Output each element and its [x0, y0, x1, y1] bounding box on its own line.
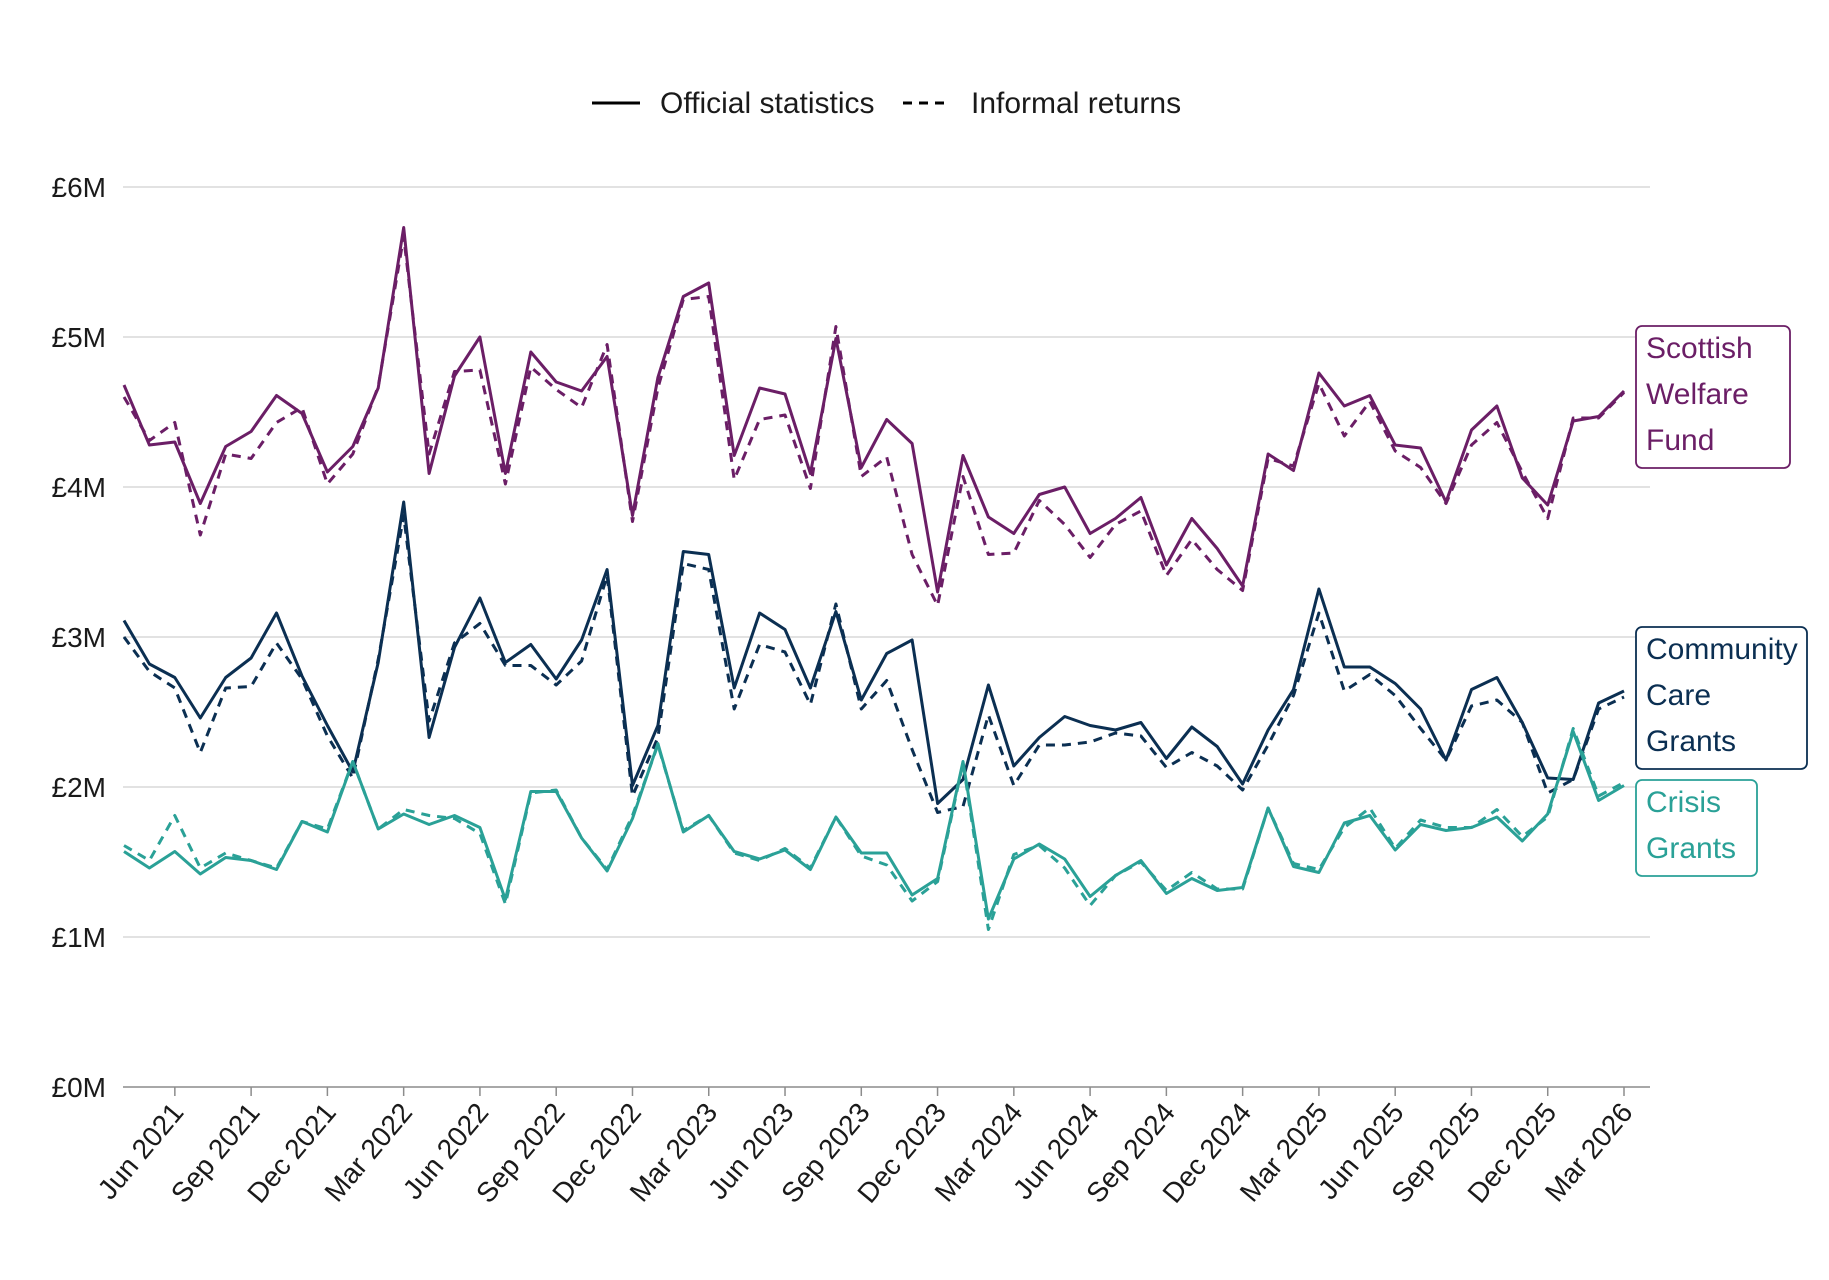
legend-label-official: Official statistics	[660, 87, 875, 120]
series-label-text: Care	[1646, 679, 1711, 712]
y-tick-label: £6M	[52, 172, 106, 203]
y-tick-label: £2M	[52, 772, 106, 803]
legend: Official statistics Informal returns	[592, 87, 1181, 120]
y-tick-label: £0M	[52, 1072, 106, 1103]
y-tick-label: £4M	[52, 472, 106, 503]
series-label-text: Community	[1646, 633, 1798, 666]
y-axis-ticks: £0M £1M £2M £3M £4M £5M £6M	[52, 172, 106, 1103]
series-label-box	[1635, 325, 1791, 469]
series-labels: ScottishWelfareFundCommunityCareGrantsCr…	[1635, 325, 1808, 877]
series-lines	[122, 226, 1626, 931]
y-tick-label: £1M	[52, 922, 106, 953]
y-tick-label: £5M	[52, 322, 106, 353]
crisis-grants-informal-line	[123, 727, 1625, 931]
scottish-welfare-fund-informal-line	[122, 235, 1626, 607]
series-label-text: Grants	[1646, 832, 1736, 865]
crisis-grants-label: Crisis Grants	[1635, 779, 1758, 877]
series-label-text: Welfare	[1646, 378, 1749, 411]
scottish-welfare-fund-label: Scottish Welfare Fund	[1635, 325, 1791, 469]
gridlines	[123, 186, 1650, 938]
community-care-grants-official-line	[122, 500, 1625, 805]
community-care-grants-label: Community Care Grants	[1635, 626, 1808, 770]
series-label-box	[1635, 779, 1758, 877]
scottish-welfare-fund-official-line	[122, 226, 1626, 594]
y-tick-label: £3M	[52, 622, 106, 653]
crisis-grants-official-line	[123, 730, 1625, 921]
legend-label-informal: Informal returns	[971, 87, 1181, 120]
series-label-text: Scottish	[1646, 332, 1753, 365]
series-label-text: Grants	[1646, 725, 1736, 758]
series-label-text: Fund	[1646, 424, 1714, 457]
series-label-text: Crisis	[1646, 786, 1721, 819]
series-label-box	[1635, 626, 1808, 770]
